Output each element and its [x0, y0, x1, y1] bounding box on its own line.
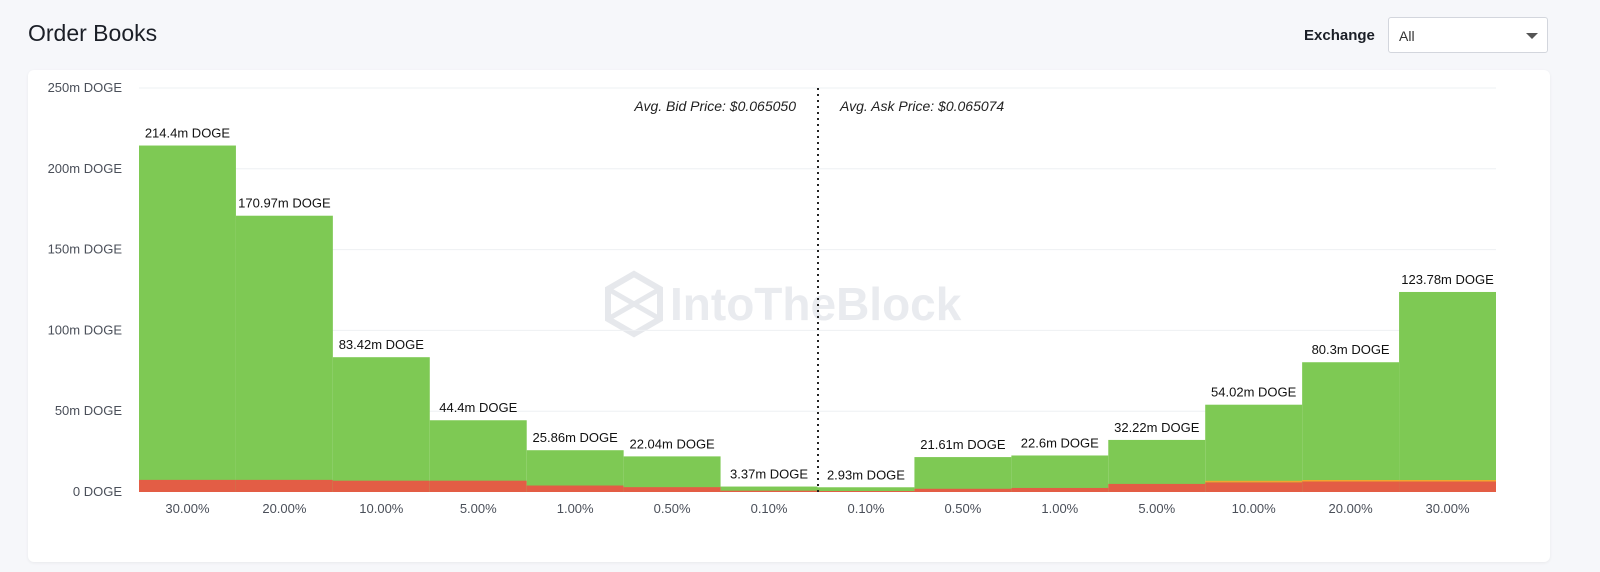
exchange-label: Exchange [1304, 27, 1375, 44]
bar-ask-red-segment [1108, 483, 1206, 492]
bar-value-label: 54.02m DOGE [1211, 385, 1297, 400]
bar-ask-red-segment [1399, 481, 1496, 492]
bar-value-label: 44.4m DOGE [439, 400, 517, 415]
x-category-label: 20.00% [1329, 501, 1374, 516]
bar-bid-total[interactable] [235, 215, 333, 493]
x-category-label: 10.00% [1232, 501, 1277, 516]
x-category-label: 1.00% [1041, 501, 1078, 516]
bar-ask-red-segment [817, 491, 915, 492]
bar-bid-red-segment [332, 480, 430, 492]
bar-ask-total[interactable] [1302, 362, 1400, 492]
bar-ask-total[interactable] [1205, 404, 1303, 492]
bar-value-label: 21.61m DOGE [920, 437, 1006, 452]
bar-ask-red-segment [1205, 482, 1303, 492]
bar-value-label: 170.97m DOGE [238, 196, 331, 211]
bar-ask-red-segment [1302, 481, 1400, 492]
y-tick-label: 50m DOGE [55, 403, 123, 418]
bar-value-label: 83.42m DOGE [339, 337, 425, 352]
bar-value-label: 22.04m DOGE [629, 436, 715, 451]
chart-card: IntoTheBlock 0 DOGE 50m DOGE 100m DOGE 150m… [28, 70, 1550, 562]
chevron-down-icon [1526, 33, 1538, 39]
x-category-label: 0.50% [654, 501, 691, 516]
x-category-label: 5.00% [460, 501, 497, 516]
y-axis: 0 DOGE 50m DOGE 100m DOGE 150m DOGE 200m DOG… [48, 80, 123, 499]
bar-orange-segment [1205, 480, 1303, 483]
x-category-label: 0.10% [751, 501, 788, 516]
bar-bid-total[interactable] [139, 145, 236, 492]
bar-value-label: 214.4m DOGE [145, 126, 231, 141]
x-category-label: 0.50% [944, 501, 981, 516]
bar-bid-red-segment [235, 479, 333, 492]
bar-bid-total[interactable] [526, 450, 624, 492]
bar-bid-red-segment [526, 485, 624, 492]
bar-orange-segment [1302, 479, 1400, 482]
bar-value-label: 32.22m DOGE [1114, 420, 1200, 435]
bar-value-label: 123.78m DOGE [1401, 272, 1494, 287]
exchange-select-value: All [1399, 28, 1415, 44]
bar-value-label: 3.37m DOGE [730, 467, 808, 482]
watermark: IntoTheBlock [605, 270, 962, 338]
header: Order Books Exchange All [0, 0, 1600, 70]
bar-value-label: 25.86m DOGE [533, 430, 619, 445]
y-tick-label: 250m DOGE [48, 80, 123, 95]
bar-orange-segment [1399, 479, 1496, 482]
x-category-label: 30.00% [165, 501, 210, 516]
y-tick-label: 0 DOGE [73, 484, 122, 499]
x-category-label: 5.00% [1138, 501, 1175, 516]
bar-ask-total[interactable] [914, 457, 1012, 492]
exchange-select[interactable]: All [1388, 17, 1548, 53]
bar-bid-red-segment [139, 479, 236, 492]
y-tick-label: 200m DOGE [48, 161, 123, 176]
bar-ask-total[interactable] [817, 487, 915, 492]
y-tick-label: 150m DOGE [48, 242, 123, 257]
bar-bid-total[interactable] [720, 486, 818, 492]
watermark-text: IntoTheBlock [670, 278, 962, 330]
bar-value-label: 22.6m DOGE [1021, 435, 1099, 450]
avg-bid-price-label: Avg. Bid Price: $0.065050 [633, 98, 796, 114]
bar-bid-red-segment [623, 487, 721, 492]
data-labels: 214.4m DOGE 170.97m DOGE 83.42m DOGE 44.4m … [145, 126, 1494, 483]
intotheblock-logo-icon [605, 270, 663, 338]
bar-bid-total[interactable] [623, 456, 721, 492]
bar-bid-red-segment [720, 490, 818, 492]
order-book-chart: IntoTheBlock 0 DOGE 50m DOGE 100m DOGE 150m… [48, 80, 1496, 516]
page-title: Order Books [28, 20, 158, 46]
x-category-label: 1.00% [557, 501, 594, 516]
x-category-label: 20.00% [262, 501, 307, 516]
bar-ask-red-segment [1011, 487, 1109, 492]
avg-ask-price-label: Avg. Ask Price: $0.065074 [839, 98, 1004, 114]
bar-value-label: 2.93m DOGE [827, 467, 905, 482]
bars [139, 145, 1496, 493]
bar-ask-red-segment [914, 488, 1012, 492]
x-axis: 30.00% 20.00% 10.00% 5.00% 1.00% 0.50% 0.10% 0.… [165, 501, 1470, 516]
x-category-label: 0.10% [848, 501, 885, 516]
bar-bid-red-segment [429, 480, 527, 492]
x-category-label: 10.00% [359, 501, 404, 516]
bar-ask-total[interactable] [1399, 291, 1496, 492]
x-category-label: 30.00% [1425, 501, 1470, 516]
bar-bid-total[interactable] [429, 420, 527, 492]
y-tick-label: 100m DOGE [48, 322, 123, 337]
bar-ask-total[interactable] [1011, 455, 1109, 492]
bar-ask-total[interactable] [1108, 439, 1206, 492]
bar-bid-total[interactable] [332, 357, 430, 492]
bar-value-label: 80.3m DOGE [1312, 342, 1390, 357]
